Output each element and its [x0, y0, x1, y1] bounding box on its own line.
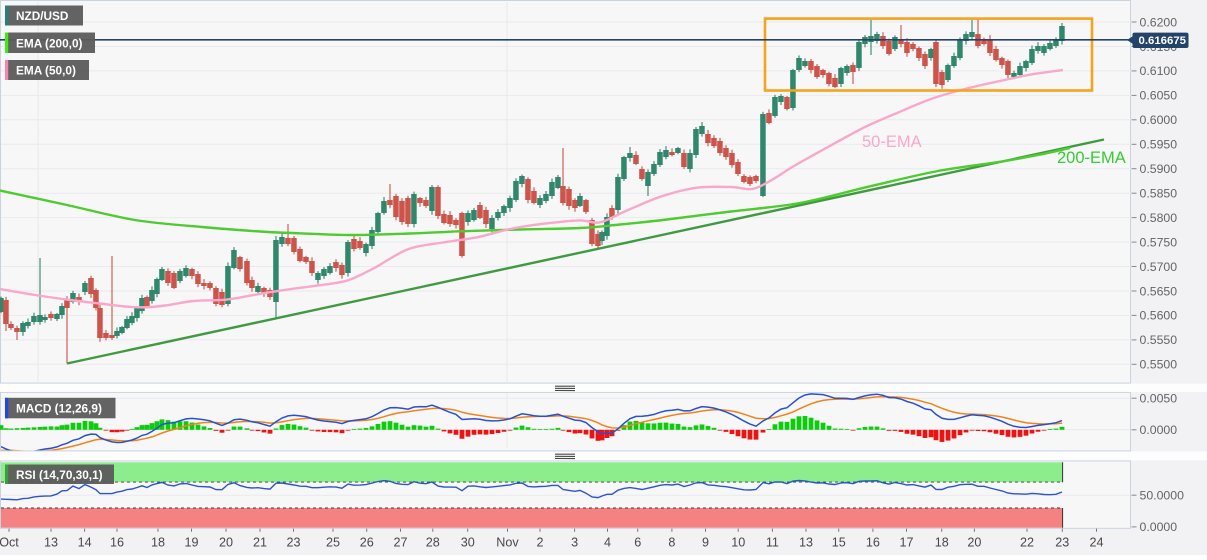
svg-text:10: 10	[731, 535, 745, 549]
svg-text:3: 3	[571, 535, 578, 549]
svg-text:50-EMA: 50-EMA	[862, 133, 922, 151]
svg-text:8: 8	[668, 535, 675, 549]
svg-text:0.5750: 0.5750	[1140, 235, 1178, 249]
svg-text:17: 17	[899, 535, 913, 549]
svg-text:23: 23	[286, 535, 300, 549]
svg-text:200-EMA: 200-EMA	[1057, 149, 1126, 167]
svg-text:19: 19	[184, 535, 198, 549]
svg-text:0.0050: 0.0050	[1140, 392, 1178, 406]
svg-text:0.6000: 0.6000	[1140, 113, 1178, 127]
svg-text:26: 26	[360, 535, 374, 549]
svg-text:0.5950: 0.5950	[1140, 138, 1178, 152]
svg-text:0.6200: 0.6200	[1140, 15, 1178, 29]
svg-text:13: 13	[799, 535, 813, 549]
svg-text:22: 22	[1020, 535, 1034, 549]
svg-text:27: 27	[393, 535, 407, 549]
svg-text:0.0000: 0.0000	[1140, 423, 1178, 437]
svg-text:30: 30	[461, 535, 475, 549]
svg-text:23: 23	[1055, 535, 1069, 549]
svg-text:4: 4	[604, 535, 611, 549]
svg-text:0.5650: 0.5650	[1140, 284, 1178, 298]
svg-text:18: 18	[151, 535, 165, 549]
svg-text:9: 9	[702, 535, 709, 549]
svg-text:18: 18	[935, 535, 949, 549]
svg-text:EMA (200,0): EMA (200,0)	[16, 36, 83, 50]
svg-text:50.0000: 50.0000	[1140, 489, 1185, 503]
svg-text:0.5900: 0.5900	[1140, 162, 1178, 176]
svg-text:0.6050: 0.6050	[1140, 89, 1178, 103]
svg-text:0.5700: 0.5700	[1140, 260, 1178, 274]
svg-text:16: 16	[110, 535, 124, 549]
svg-text:24: 24	[1089, 535, 1103, 549]
svg-text:2: 2	[536, 535, 543, 549]
svg-text:28: 28	[426, 535, 440, 549]
svg-text:15: 15	[832, 535, 846, 549]
svg-text:20: 20	[219, 535, 233, 549]
svg-text:0.5550: 0.5550	[1140, 333, 1178, 347]
svg-text:16: 16	[866, 535, 880, 549]
svg-text:25: 25	[326, 535, 340, 549]
svg-text:0.0000: 0.0000	[1140, 520, 1178, 534]
svg-text:Oct: Oct	[0, 535, 19, 549]
svg-text:0.5850: 0.5850	[1140, 187, 1178, 201]
svg-text:20: 20	[967, 535, 981, 549]
svg-text:13: 13	[44, 535, 58, 549]
svg-text:Nov: Nov	[496, 535, 519, 549]
svg-text:EMA (50,0): EMA (50,0)	[16, 64, 76, 78]
svg-text:21: 21	[253, 535, 267, 549]
svg-text:0.616675: 0.616675	[1139, 35, 1187, 47]
svg-text:MACD (12,26,9): MACD (12,26,9)	[16, 402, 102, 416]
svg-text:0.5600: 0.5600	[1140, 309, 1178, 323]
svg-text:RSI (14,70,30,1): RSI (14,70,30,1)	[16, 468, 103, 482]
svg-text:11: 11	[766, 535, 779, 549]
svg-text:14: 14	[78, 535, 92, 549]
svg-text:6: 6	[634, 535, 641, 549]
svg-text:0.5500: 0.5500	[1140, 358, 1178, 372]
svg-text:NZD/USD: NZD/USD	[16, 9, 69, 23]
svg-text:0.5800: 0.5800	[1140, 211, 1178, 225]
svg-text:0.6100: 0.6100	[1140, 64, 1178, 78]
